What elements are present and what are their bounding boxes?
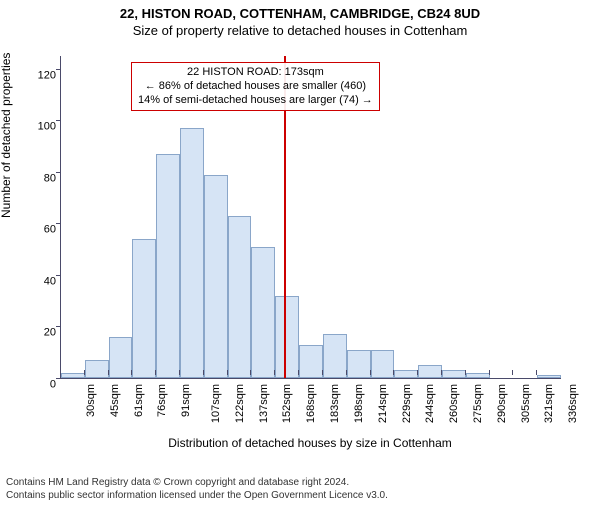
histogram-bar xyxy=(299,345,323,378)
y-tick xyxy=(56,223,61,224)
annotation-line1: 22 HISTON ROAD: 173sqm xyxy=(138,66,373,80)
x-tick xyxy=(84,370,85,375)
histogram-bar xyxy=(371,350,395,378)
histogram-bar xyxy=(204,175,228,379)
histogram-bar xyxy=(180,128,204,378)
x-tick-label: 244sqm xyxy=(424,384,436,423)
x-tick-label: 198sqm xyxy=(353,384,365,423)
y-axis-label: Number of detached properties xyxy=(0,53,13,218)
histogram-bar xyxy=(347,350,371,378)
y-tick xyxy=(56,172,61,173)
x-tick xyxy=(322,370,323,375)
plot-area: 22 HISTON ROAD: 173sqm ← 86% of detached… xyxy=(60,56,561,379)
x-tick-label: 61sqm xyxy=(133,384,145,417)
x-tick-label: 183sqm xyxy=(329,384,341,423)
x-tick xyxy=(489,370,490,375)
footer-line2: Contains public sector information licen… xyxy=(6,490,388,503)
histogram-bar xyxy=(537,375,561,378)
histogram-bar xyxy=(275,296,299,378)
x-tick-label: 152sqm xyxy=(282,384,294,423)
x-tick-label: 321sqm xyxy=(544,384,556,423)
y-tick-label: 60 xyxy=(32,224,56,239)
footer: Contains HM Land Registry data © Crown c… xyxy=(6,477,388,502)
page-subtitle: Size of property relative to detached ho… xyxy=(0,23,600,38)
x-tick-label: 305sqm xyxy=(520,384,532,423)
x-axis-label: Distribution of detached houses by size … xyxy=(60,436,560,450)
x-tick xyxy=(179,370,180,375)
x-tick-label: 137sqm xyxy=(258,384,270,423)
histogram-bar xyxy=(228,216,252,378)
annotation-box: 22 HISTON ROAD: 173sqm ← 86% of detached… xyxy=(131,62,380,111)
annotation-line3: 14% of semi-detached houses are larger (… xyxy=(138,94,373,108)
histogram-bar xyxy=(394,370,418,378)
x-tick-label: 30sqm xyxy=(85,384,97,417)
x-tick xyxy=(131,370,132,375)
x-tick-label: 229sqm xyxy=(401,384,413,423)
y-tick-label: 100 xyxy=(32,121,56,136)
histogram-bar xyxy=(418,365,442,378)
page-title: 22, HISTON ROAD, COTTENHAM, CAMBRIDGE, C… xyxy=(0,6,600,21)
x-tick xyxy=(274,370,275,375)
x-tick xyxy=(441,370,442,375)
x-tick-label: 290sqm xyxy=(496,384,508,423)
footer-line1: Contains HM Land Registry data © Crown c… xyxy=(6,477,388,490)
x-tick-label: 107sqm xyxy=(210,384,222,423)
x-tick xyxy=(108,370,109,375)
y-tick-label: 0 xyxy=(32,379,56,394)
y-tick xyxy=(56,275,61,276)
histogram-bar xyxy=(323,334,347,378)
y-tick-label: 20 xyxy=(32,327,56,342)
x-tick xyxy=(227,370,228,375)
x-tick xyxy=(155,370,156,375)
histogram-bar xyxy=(251,247,275,378)
x-tick-label: 91sqm xyxy=(180,384,192,417)
x-tick xyxy=(536,370,537,375)
histogram-bar xyxy=(132,239,156,378)
histogram-bar xyxy=(156,154,180,378)
y-tick-label: 80 xyxy=(32,172,56,187)
histogram-bar xyxy=(85,360,109,378)
x-tick-label: 275sqm xyxy=(472,384,484,423)
histogram-bar xyxy=(61,373,85,378)
x-tick xyxy=(346,370,347,375)
x-tick-label: 168sqm xyxy=(305,384,317,423)
x-tick xyxy=(512,370,513,375)
histogram-bar xyxy=(466,373,490,378)
histogram-bar xyxy=(109,337,133,378)
x-tick-label: 214sqm xyxy=(377,384,389,423)
x-tick-label: 336sqm xyxy=(567,384,579,423)
y-tick xyxy=(56,120,61,121)
x-tick-label: 76sqm xyxy=(156,384,168,417)
x-tick xyxy=(393,370,394,375)
x-tick xyxy=(60,370,61,375)
y-tick xyxy=(56,69,61,70)
y-tick-label: 40 xyxy=(32,275,56,290)
x-tick-label: 122sqm xyxy=(234,384,246,423)
y-tick xyxy=(56,378,61,379)
x-tick xyxy=(370,370,371,375)
x-tick-label: 260sqm xyxy=(448,384,460,423)
x-tick xyxy=(465,370,466,375)
x-tick xyxy=(298,370,299,375)
x-tick-label: 45sqm xyxy=(109,384,121,417)
chart: Number of detached properties 22 HISTON … xyxy=(0,48,600,448)
histogram-bar xyxy=(442,370,466,378)
x-tick xyxy=(250,370,251,375)
y-tick xyxy=(56,326,61,327)
y-tick-label: 120 xyxy=(32,69,56,84)
annotation-line2: ← 86% of detached houses are smaller (46… xyxy=(138,80,373,94)
x-tick xyxy=(417,370,418,375)
x-tick xyxy=(203,370,204,375)
